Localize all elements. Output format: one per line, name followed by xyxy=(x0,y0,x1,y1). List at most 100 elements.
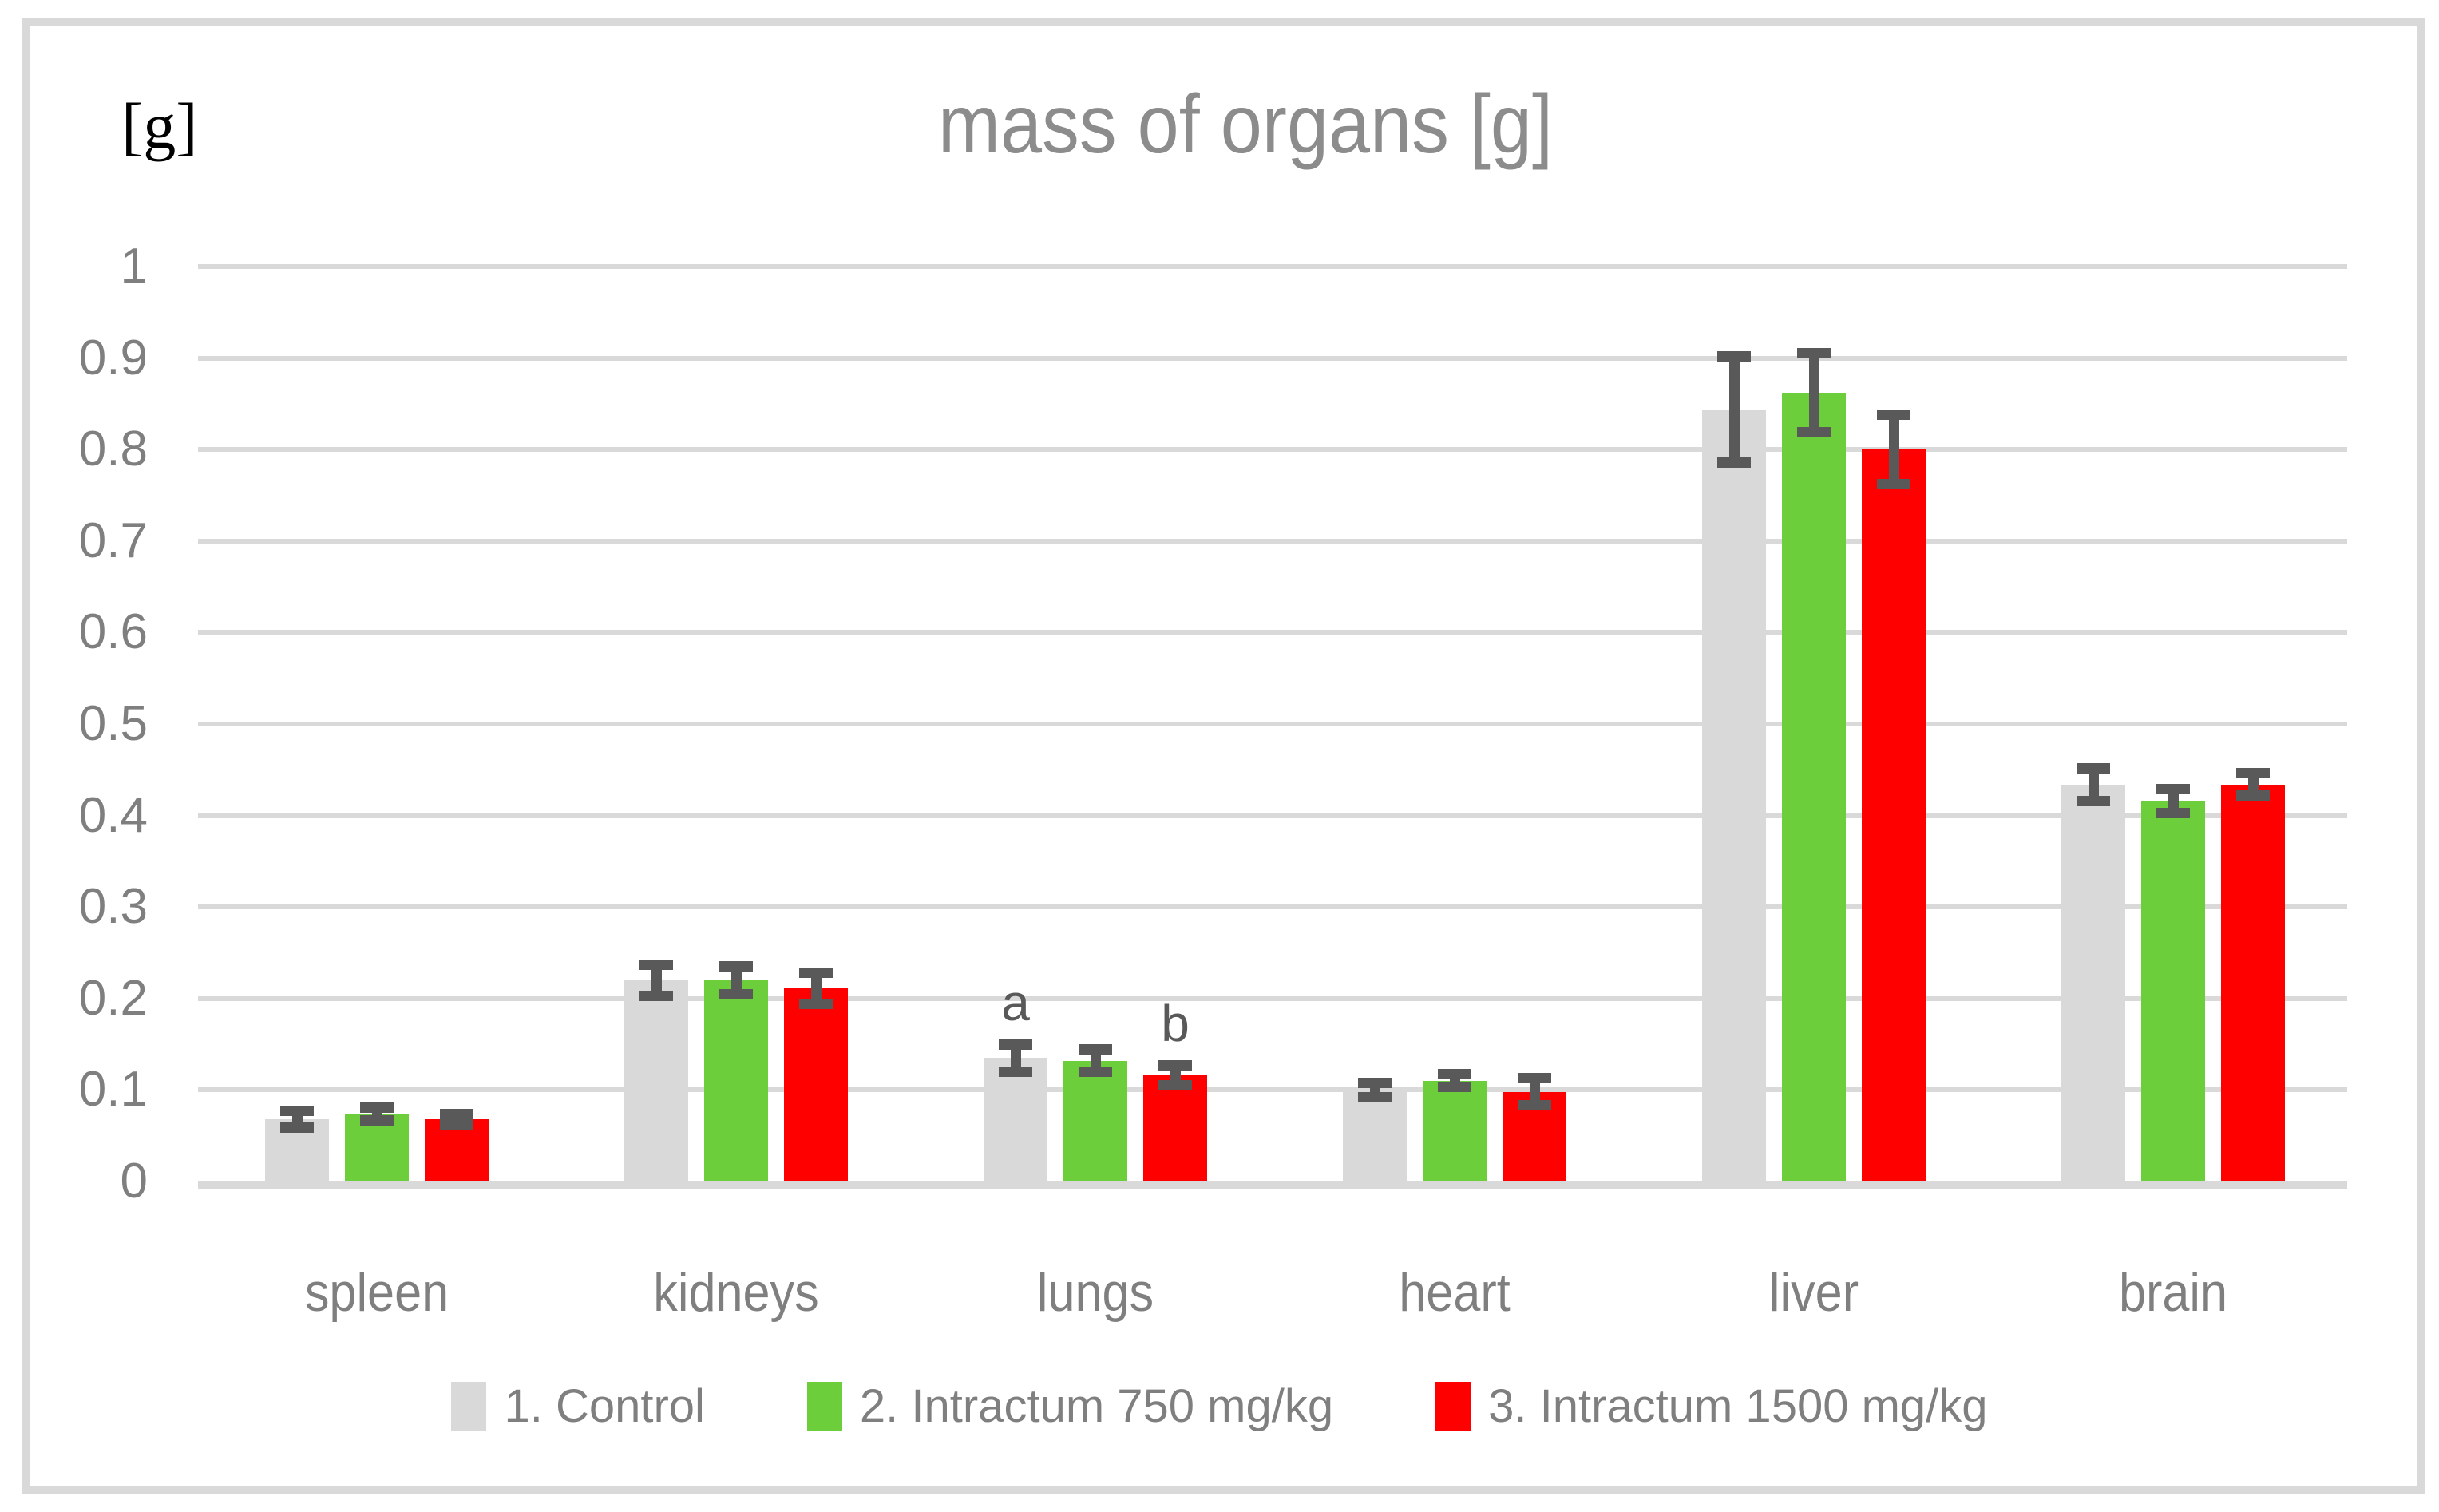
error-bar-stem-intractum-750-brain xyxy=(2168,789,2179,813)
error-bar-stem-intractum-1500-heart xyxy=(1529,1079,1540,1106)
legend-label-intractum-1500: 3. Intractum 1500 mg/kg xyxy=(1488,1380,1988,1432)
x-category-label-heart: heart xyxy=(1399,1262,1511,1323)
legend-label-control: 1. Control xyxy=(504,1380,705,1432)
error-bar-top-cap-control-spleen xyxy=(280,1106,314,1116)
bar-intractum-750-lungs xyxy=(1063,1061,1127,1181)
gridline-0.7 xyxy=(198,539,2347,544)
gridline-0.1 xyxy=(198,1087,2347,1092)
y-tick-label-0.1: 0.1 xyxy=(78,1062,148,1117)
error-bar-bottom-cap-control-brain xyxy=(2077,796,2110,806)
gridline-0.6 xyxy=(198,630,2347,635)
error-bar-bottom-cap-intractum-1500-kidneys xyxy=(799,999,833,1009)
error-bar-bottom-cap-intractum-1500-heart xyxy=(1518,1100,1551,1110)
significance-annotation-b: b xyxy=(1161,995,1190,1052)
chart-frame-border xyxy=(22,18,2425,1494)
bar-intractum-1500-brain xyxy=(2221,785,2285,1181)
error-bar-bottom-cap-intractum-1500-brain xyxy=(2236,790,2270,801)
gridline-0.4 xyxy=(198,813,2347,818)
chart-title: mass of organs [g] xyxy=(938,78,1553,171)
legend-marker-intractum-750 xyxy=(806,1382,842,1431)
legend: 1. Control 2. Intractum 750 mg/kg 3. Intra… xyxy=(0,1379,2439,1435)
bar-control-kidneys xyxy=(624,980,688,1181)
error-bar-bottom-cap-control-heart xyxy=(1358,1092,1392,1102)
y-tick-label-0.4: 0.4 xyxy=(78,788,148,843)
error-bar-bottom-cap-intractum-750-liver xyxy=(1797,427,1831,437)
bar-intractum-1500-spleen xyxy=(425,1119,489,1181)
error-bar-top-cap-control-heart xyxy=(1358,1078,1392,1088)
bar-intractum-1500-lungs xyxy=(1143,1075,1207,1181)
bar-intractum-1500-kidneys xyxy=(784,988,848,1181)
bar-control-brain xyxy=(2061,785,2125,1181)
legend-marker-intractum-1500 xyxy=(1435,1382,1471,1431)
y-tick-label-0.5: 0.5 xyxy=(78,696,148,751)
bar-intractum-750-liver xyxy=(1782,393,1846,1181)
legend-item-intractum-1500: 3. Intractum 1500 mg/kg xyxy=(1435,1380,1988,1432)
legend-label-intractum-750: 2. Intractum 750 mg/kg xyxy=(859,1380,1334,1432)
error-bar-bottom-cap-control-spleen xyxy=(280,1122,314,1133)
error-bar-top-cap-intractum-1500-kidneys xyxy=(799,968,833,978)
gridline-0.8 xyxy=(198,447,2347,452)
error-bar-top-cap-intractum-1500-spleen xyxy=(440,1109,473,1119)
error-bar-top-cap-control-brain xyxy=(2077,763,2110,774)
error-bar-stem-intractum-750-liver xyxy=(1808,354,1819,433)
error-bar-top-cap-intractum-750-kidneys xyxy=(719,961,753,972)
y-tick-label-0: 0 xyxy=(120,1154,148,1209)
y-tick-label-0.7: 0.7 xyxy=(78,513,148,568)
legend-item-intractum-750: 2. Intractum 750 mg/kg xyxy=(806,1380,1334,1432)
error-bar-stem-control-brain xyxy=(2088,768,2099,801)
y-tick-label-0.8: 0.8 xyxy=(78,422,148,477)
error-bar-top-cap-control-kidneys xyxy=(639,960,673,970)
gridline-0.3 xyxy=(198,904,2347,909)
error-bar-top-cap-intractum-750-heart xyxy=(1438,1069,1471,1079)
error-bar-stem-intractum-750-kidneys xyxy=(731,967,742,994)
y-axis-unit-label: [g] xyxy=(121,89,198,162)
error-bar-stem-intractum-1500-kidneys xyxy=(810,973,822,1004)
significance-annotation-a: a xyxy=(1001,974,1030,1031)
error-bar-top-cap-intractum-1500-lungs xyxy=(1158,1060,1192,1071)
error-bar-stem-control-lungs xyxy=(1010,1044,1021,1071)
bar-intractum-750-brain xyxy=(2141,801,2205,1181)
x-category-label-liver: liver xyxy=(1768,1262,1859,1323)
y-tick-label-0.9: 0.9 xyxy=(78,331,148,386)
y-tick-label-1: 1 xyxy=(120,239,148,294)
error-bar-bottom-cap-intractum-1500-lungs xyxy=(1158,1080,1192,1090)
error-bar-stem-intractum-1500-liver xyxy=(1888,415,1899,485)
error-bar-bottom-cap-intractum-1500-liver xyxy=(1877,479,1910,489)
legend-item-control: 1. Control xyxy=(451,1380,705,1432)
error-bar-stem-control-kidneys xyxy=(651,964,662,995)
x-category-label-lungs: lungs xyxy=(1036,1262,1154,1323)
x-category-label-kidneys: kidneys xyxy=(653,1262,819,1323)
x-axis-line xyxy=(198,1181,2347,1189)
error-bar-bottom-cap-control-liver xyxy=(1717,457,1751,468)
bar-control-liver xyxy=(1702,410,1766,1181)
gridline-1 xyxy=(198,264,2347,269)
error-bar-top-cap-control-liver xyxy=(1717,351,1751,362)
error-bar-bottom-cap-intractum-1500-spleen xyxy=(440,1119,473,1130)
x-category-label-spleen: spleen xyxy=(304,1262,449,1323)
error-bar-top-cap-intractum-1500-heart xyxy=(1518,1073,1551,1083)
error-bar-bottom-cap-intractum-750-lungs xyxy=(1079,1067,1112,1077)
error-bar-stem-control-liver xyxy=(1728,356,1740,462)
error-bar-top-cap-intractum-750-liver xyxy=(1797,348,1831,358)
gridline-0.9 xyxy=(198,356,2347,361)
error-bar-top-cap-intractum-750-brain xyxy=(2156,784,2190,794)
gridline-0.2 xyxy=(198,996,2347,1001)
error-bar-bottom-cap-control-lungs xyxy=(999,1067,1032,1077)
error-bar-top-cap-intractum-1500-liver xyxy=(1877,410,1910,420)
bar-intractum-750-heart xyxy=(1423,1081,1487,1181)
error-bar-bottom-cap-intractum-750-spleen xyxy=(360,1115,394,1126)
y-tick-label-0.2: 0.2 xyxy=(78,971,148,1026)
error-bar-bottom-cap-control-kidneys xyxy=(639,991,673,1001)
error-bar-bottom-cap-intractum-750-brain xyxy=(2156,808,2190,818)
bar-intractum-750-kidneys xyxy=(704,980,768,1181)
y-tick-label-0.6: 0.6 xyxy=(78,604,148,659)
y-tick-label-0.3: 0.3 xyxy=(78,879,148,934)
bar-intractum-1500-liver xyxy=(1862,449,1926,1181)
error-bar-bottom-cap-intractum-750-heart xyxy=(1438,1082,1471,1092)
legend-marker-control xyxy=(451,1382,487,1431)
bar-control-heart xyxy=(1343,1090,1407,1181)
x-category-label-brain: brain xyxy=(2118,1262,2228,1323)
gridline-0.5 xyxy=(198,722,2347,726)
error-bar-top-cap-intractum-750-spleen xyxy=(360,1102,394,1113)
error-bar-top-cap-control-lungs xyxy=(999,1039,1032,1050)
